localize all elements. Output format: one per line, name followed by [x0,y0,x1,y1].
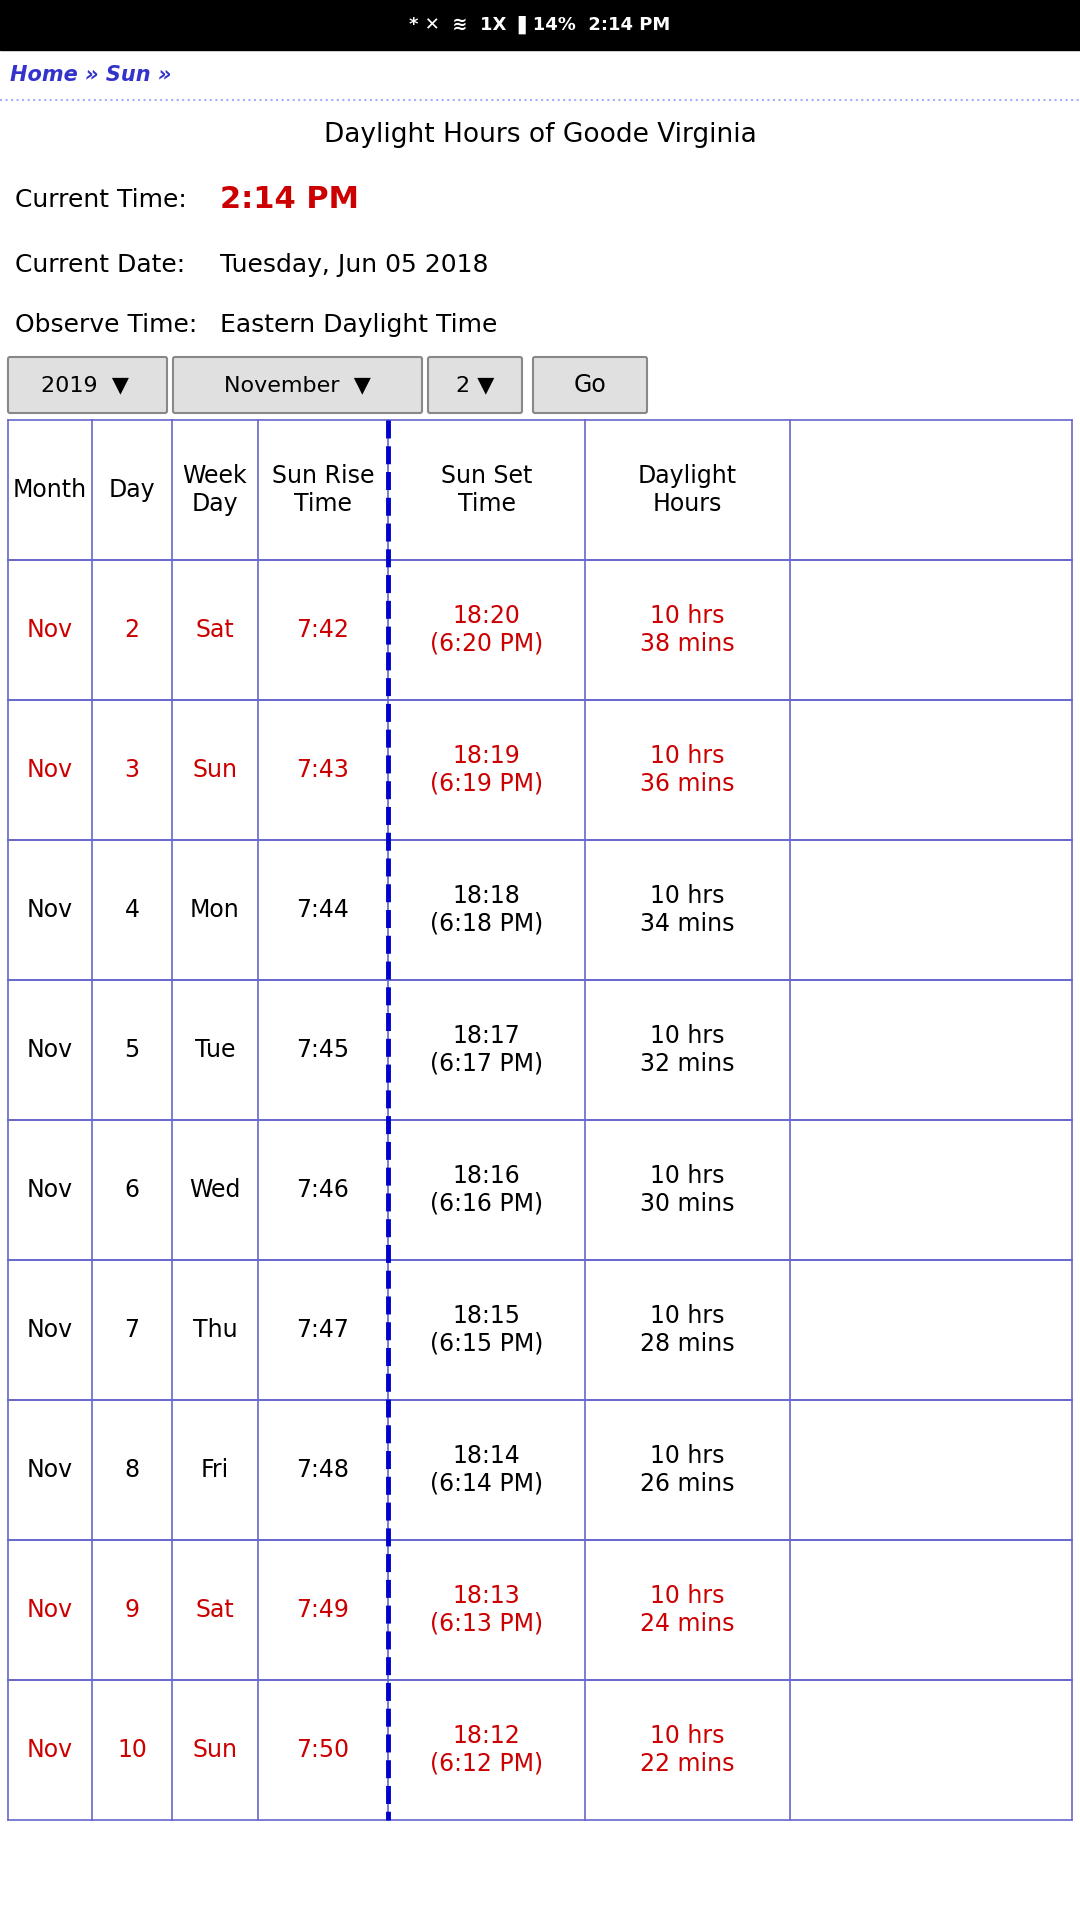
Text: Week
Day: Week Day [183,465,247,516]
Text: Daylight Hours of Goode Virginia: Daylight Hours of Goode Virginia [324,123,756,148]
Text: 2 ▼: 2 ▼ [456,374,495,396]
Text: 10 hrs
26 mins: 10 hrs 26 mins [640,1444,734,1496]
Text: 18:16
(6:16 PM): 18:16 (6:16 PM) [430,1164,543,1215]
Text: Sun: Sun [192,1738,238,1763]
Text: Sat: Sat [195,1597,234,1622]
Text: 18:13
(6:13 PM): 18:13 (6:13 PM) [430,1584,543,1636]
Text: Home » Sun »: Home » Sun » [10,65,172,84]
Text: 7:45: 7:45 [296,1039,350,1062]
Text: November  ▼: November ▼ [224,374,370,396]
Text: Sun: Sun [192,758,238,781]
FancyBboxPatch shape [8,357,167,413]
Text: Nov: Nov [27,899,73,922]
Text: 2: 2 [124,618,139,641]
Bar [0,0,1080,50]
Text: 7:43: 7:43 [297,758,350,781]
Text: Tuesday, Jun 05 2018: Tuesday, Jun 05 2018 [220,253,488,276]
Text: 7:44: 7:44 [297,899,350,922]
Text: 7: 7 [124,1317,139,1342]
Text: 18:18
(6:18 PM): 18:18 (6:18 PM) [430,883,543,935]
Text: Nov: Nov [27,1597,73,1622]
Text: Nov: Nov [27,758,73,781]
Text: Nov: Nov [27,1317,73,1342]
Text: 10 hrs
36 mins: 10 hrs 36 mins [640,745,734,797]
Text: 8: 8 [124,1457,139,1482]
Text: 10 hrs
32 mins: 10 hrs 32 mins [640,1023,734,1075]
Text: 18:12
(6:12 PM): 18:12 (6:12 PM) [430,1724,543,1776]
Text: 6: 6 [124,1179,139,1202]
Text: 18:17
(6:17 PM): 18:17 (6:17 PM) [430,1023,543,1075]
Text: Sun Set
Time: Sun Set Time [441,465,532,516]
Text: Daylight
Hours: Daylight Hours [638,465,737,516]
Text: 5: 5 [124,1039,139,1062]
Text: 18:19
(6:19 PM): 18:19 (6:19 PM) [430,745,543,797]
Text: 10 hrs
30 mins: 10 hrs 30 mins [640,1164,734,1215]
Text: Nov: Nov [27,1179,73,1202]
Text: Nov: Nov [27,1738,73,1763]
Text: Go: Go [573,372,606,397]
Text: 7:46: 7:46 [297,1179,350,1202]
Text: 10 hrs
22 mins: 10 hrs 22 mins [640,1724,734,1776]
Text: 7:48: 7:48 [297,1457,350,1482]
Text: Current Time:: Current Time: [15,188,187,211]
Text: Nov: Nov [27,618,73,641]
Text: Nov: Nov [27,1457,73,1482]
FancyBboxPatch shape [534,357,647,413]
Text: Thu: Thu [192,1317,238,1342]
Text: 7:42: 7:42 [297,618,350,641]
Text: Sun Rise
Time: Sun Rise Time [272,465,375,516]
Text: 2:14 PM: 2:14 PM [220,186,359,215]
Text: 18:15
(6:15 PM): 18:15 (6:15 PM) [430,1304,543,1356]
Text: Observe Time:: Observe Time: [15,313,198,338]
Text: 10: 10 [117,1738,147,1763]
Text: 10 hrs
38 mins: 10 hrs 38 mins [640,605,734,657]
Text: 4: 4 [124,899,139,922]
Text: Nov: Nov [27,1039,73,1062]
Text: 10 hrs
24 mins: 10 hrs 24 mins [640,1584,734,1636]
Text: Month: Month [13,478,87,501]
Text: 2019  ▼: 2019 ▼ [41,374,129,396]
Text: Tue: Tue [194,1039,235,1062]
Text: 7:47: 7:47 [297,1317,350,1342]
Text: 10 hrs
28 mins: 10 hrs 28 mins [640,1304,734,1356]
Text: 18:20
(6:20 PM): 18:20 (6:20 PM) [430,605,543,657]
Text: 18:14
(6:14 PM): 18:14 (6:14 PM) [430,1444,543,1496]
Text: Current Date:: Current Date: [15,253,185,276]
Text: 7:50: 7:50 [296,1738,350,1763]
Text: Mon: Mon [190,899,240,922]
Text: Day: Day [109,478,156,501]
Text: 9: 9 [124,1597,139,1622]
Text: Wed: Wed [189,1179,241,1202]
Text: 10 hrs
34 mins: 10 hrs 34 mins [640,883,734,935]
Text: 3: 3 [124,758,139,781]
Text: Sat: Sat [195,618,234,641]
FancyBboxPatch shape [173,357,422,413]
Text: 7:49: 7:49 [297,1597,350,1622]
Text: Eastern Daylight Time: Eastern Daylight Time [220,313,498,338]
FancyBboxPatch shape [428,357,522,413]
Text: Fri: Fri [201,1457,229,1482]
Text: * ✕  ≋  1X  ▌14%  2:14 PM: * ✕ ≋ 1X ▌14% 2:14 PM [409,15,671,35]
